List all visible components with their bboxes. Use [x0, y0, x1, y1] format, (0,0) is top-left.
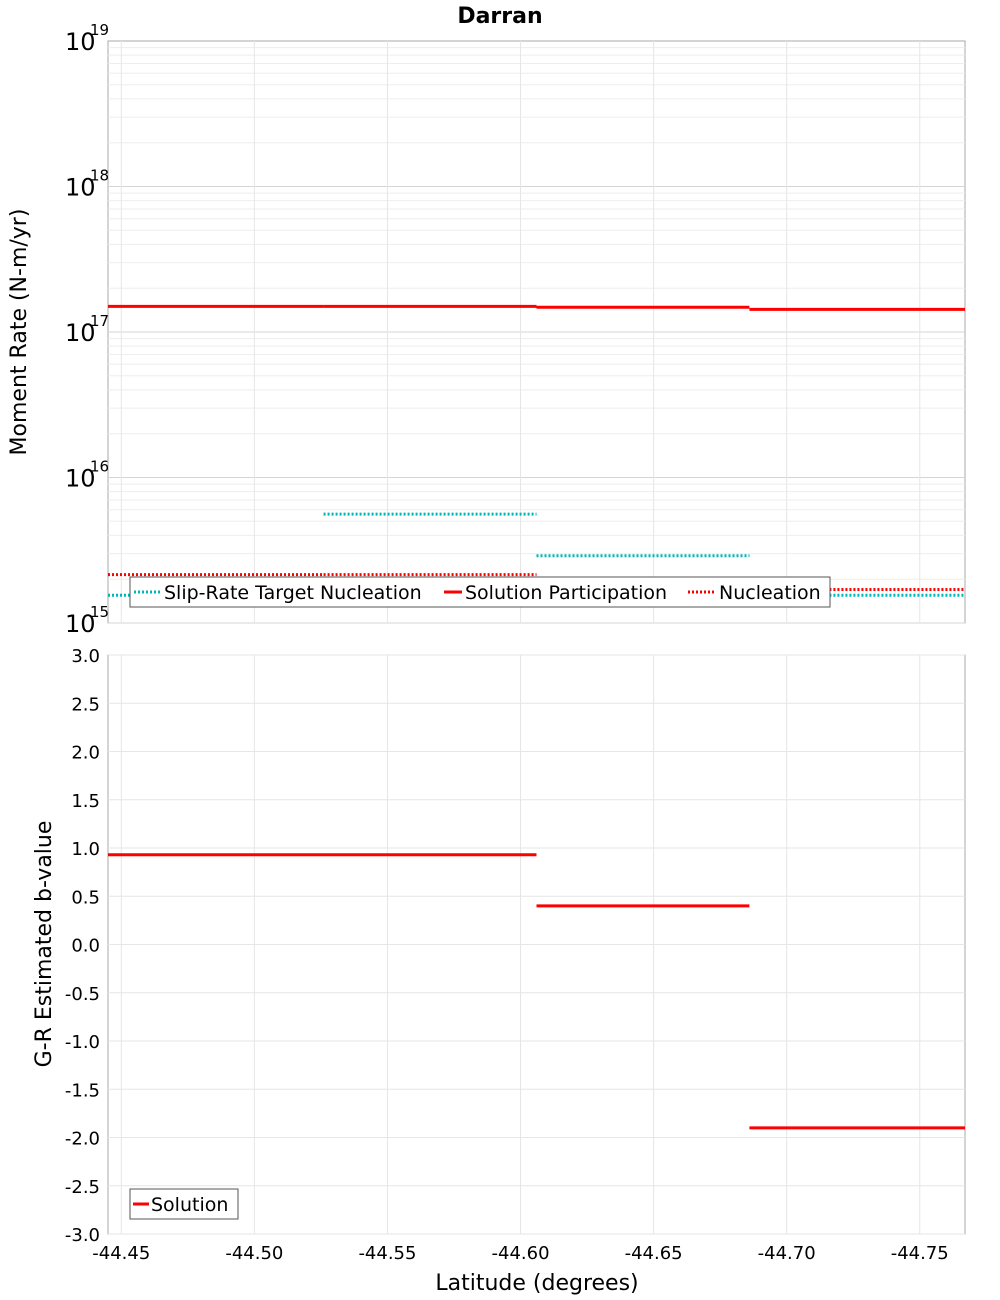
y-tick-exponent: 17	[90, 312, 109, 330]
y-tick-label: -1.0	[65, 1032, 100, 1053]
y-tick-label: -0.5	[65, 984, 100, 1005]
b-value-panel: 3.0 2.5 2.0 1.5 1.0 0.5 0.0 -0.5 -1.0 -1.5 -2.0 -2.…	[32, 646, 966, 1296]
y-tick-label: -2.5	[65, 1177, 100, 1198]
legend-label-slip-rate-target: Slip-Rate Target Nucleation	[164, 582, 422, 604]
y-tick-label: 1.0	[71, 839, 100, 860]
b-value-grid	[108, 654, 965, 1235]
y-tick-base: 10	[65, 610, 96, 638]
b-value-legend: Solution	[129, 1188, 239, 1220]
x-tick-label: -44.50	[225, 1243, 283, 1264]
x-tick-label: -44.70	[758, 1243, 816, 1264]
b-value-y-ticks: 3.0 2.5 2.0 1.5 1.0 0.5 0.0 -0.5 -1.0 -1.5 -2.0 -2.…	[65, 646, 100, 1246]
b-value-y-axis-label: G-R Estimated b-value	[32, 821, 57, 1068]
legend-label-nucleation: Nucleation	[719, 582, 821, 604]
x-tick-label: -44.45	[92, 1243, 150, 1264]
y-tick-label: 0.5	[71, 887, 100, 908]
y-tick-label: -3.0	[65, 1225, 100, 1246]
y-tick-exponent: 19	[90, 21, 109, 39]
x-tick-label: -44.60	[492, 1243, 550, 1264]
chart-title: Darran	[457, 4, 542, 29]
x-tick-label: -44.75	[891, 1243, 949, 1264]
moment-rate-grid	[108, 41, 965, 624]
legend-label-solution: Solution	[151, 1194, 228, 1216]
x-axis-ticks: -44.45 -44.50 -44.55 -44.60 -44.65 -44.70 -44.…	[92, 1243, 948, 1264]
legend-label-solution-participation: Solution Participation	[465, 582, 667, 604]
x-tick-label: -44.55	[358, 1243, 416, 1264]
y-tick-label: 0.0	[71, 936, 100, 957]
y-tick-base: 10	[65, 28, 96, 56]
x-tick-label: -44.65	[625, 1243, 683, 1264]
y-tick-label: 2.5	[71, 694, 100, 715]
y-tick-base: 10	[65, 465, 96, 493]
x-axis-label: Latitude (degrees)	[435, 1271, 638, 1296]
y-tick-base: 10	[65, 319, 96, 347]
y-tick-exponent: 18	[90, 167, 109, 185]
b-value-series	[108, 853, 965, 1130]
y-tick-label: -1.5	[65, 1080, 100, 1101]
moment-rate-y-axis-label: Moment Rate (N-m/yr)	[7, 209, 32, 456]
moment-rate-legend: Slip-Rate Target Nucleation Solution Par…	[129, 576, 831, 608]
y-tick-exponent: 15	[90, 603, 109, 621]
y-tick-label: 3.0	[71, 646, 100, 667]
y-tick-base: 10	[65, 174, 96, 202]
y-tick-label: 2.0	[71, 743, 100, 764]
y-tick-label: -2.0	[65, 1129, 100, 1150]
y-tick-exponent: 16	[90, 458, 109, 476]
y-tick-label: 1.5	[71, 791, 100, 812]
